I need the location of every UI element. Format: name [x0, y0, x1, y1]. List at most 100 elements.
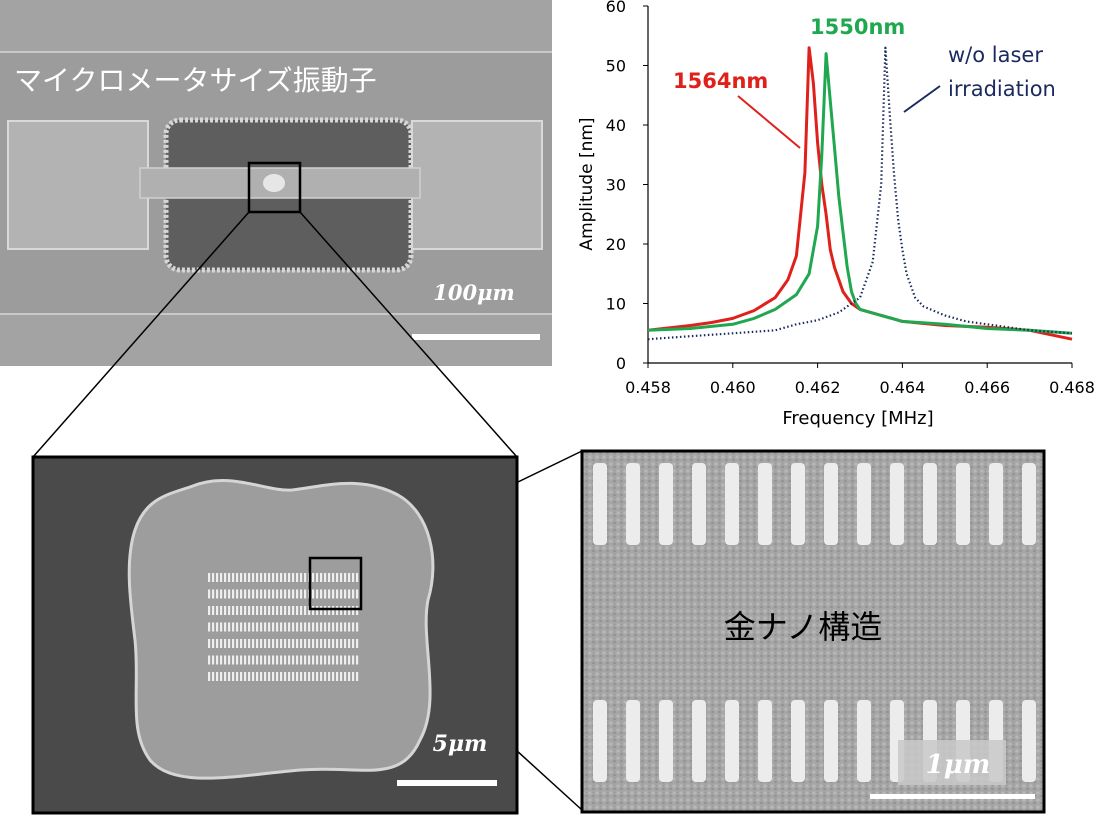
grating-bar — [252, 672, 255, 681]
grating-bar — [356, 606, 359, 615]
grating-bar — [256, 655, 259, 665]
left-pad — [7, 120, 149, 250]
grating-bar — [332, 639, 335, 648]
grating-bar — [212, 573, 215, 582]
grating-bar — [228, 606, 231, 615]
nano-bar-top — [989, 463, 1003, 545]
annotation-1550: 1550nm — [810, 15, 905, 39]
grating-bar — [336, 606, 339, 615]
grating-bar — [208, 589, 211, 599]
grating-bar — [288, 655, 291, 665]
grating-bar — [356, 589, 359, 599]
grating-bar — [304, 655, 307, 665]
zoom-box-2 — [308, 556, 363, 611]
grating-bar — [316, 573, 319, 582]
grating-bar — [248, 622, 251, 632]
grating-bar — [340, 589, 343, 599]
grating-bar — [256, 589, 259, 599]
grating-bar — [216, 622, 219, 632]
grating-bar — [316, 672, 319, 681]
grating-bar — [288, 606, 291, 615]
grating-bar — [236, 573, 239, 582]
grating-bar — [260, 655, 263, 665]
y-tick-label: 10 — [606, 295, 626, 314]
grating-bar — [332, 622, 335, 632]
grating-bar — [236, 589, 239, 599]
grating-bar — [244, 589, 247, 599]
grating-bar — [248, 672, 251, 681]
y-tick-label: 50 — [606, 57, 626, 76]
grating-bar — [284, 622, 287, 632]
grating-bar — [296, 589, 299, 599]
grating-bar — [216, 573, 219, 582]
grating-bar — [232, 622, 235, 632]
grating-bar — [220, 589, 223, 599]
grating-bar — [348, 622, 351, 632]
grating-bar — [276, 589, 279, 599]
grating-bar — [272, 573, 275, 582]
grating-bar — [272, 639, 275, 648]
grating-bar — [268, 589, 271, 599]
grating-bar — [344, 672, 347, 681]
grating-bar — [232, 573, 235, 582]
grating-bar — [212, 639, 215, 648]
grating-bar — [288, 639, 291, 648]
grating-bar — [236, 655, 239, 665]
grating-bar — [300, 573, 303, 582]
grating-bar — [244, 606, 247, 615]
zoom2-scale-label: 1μm — [926, 750, 991, 780]
grating-bar — [300, 589, 303, 599]
grating-bar — [300, 606, 303, 615]
grating-bar — [236, 639, 239, 648]
grating-bar — [328, 589, 331, 599]
grating-bar — [276, 639, 279, 648]
sem-zoom2-panel: 金ナノ構造 1μm — [580, 449, 1046, 814]
grating-bar — [256, 639, 259, 648]
grating-bar — [240, 655, 243, 665]
grating-bar — [312, 606, 315, 615]
grating-bar — [324, 573, 327, 582]
grating-bar — [304, 606, 307, 615]
nano-bar-bottom — [593, 700, 607, 782]
gold-nanostructures — [593, 463, 1036, 782]
grating-bar — [284, 589, 287, 599]
grating-bar — [260, 589, 263, 599]
grating-bar — [332, 655, 335, 665]
grating-bar — [240, 573, 243, 582]
series-line-2 — [647, 52, 1073, 335]
grating-bar — [328, 573, 331, 582]
grating-bar — [264, 639, 267, 648]
grating-bar — [344, 589, 347, 599]
grating-bar — [328, 606, 331, 615]
nano-bar-bottom — [824, 700, 838, 782]
grating-bar — [284, 573, 287, 582]
grating-bar — [276, 573, 279, 582]
grating-bar — [336, 622, 339, 632]
grating-bar — [304, 622, 307, 632]
x-tick-label: 0.466 — [964, 378, 1010, 397]
grating-bar — [312, 589, 315, 599]
grating-bar — [352, 639, 355, 648]
grating-bar — [292, 655, 295, 665]
grating-bar — [348, 573, 351, 582]
grating-bar — [320, 655, 323, 665]
grating-bar — [320, 589, 323, 599]
grating-bar — [288, 622, 291, 632]
grating-bar — [344, 622, 347, 632]
grating-bar — [340, 606, 343, 615]
grating-bar — [288, 672, 291, 681]
nano-bar-top — [593, 463, 607, 545]
grating-bar — [352, 606, 355, 615]
grating-bar — [208, 573, 211, 582]
nano-bar-bottom — [857, 700, 871, 782]
overview-scale-label: 100μm — [433, 280, 514, 305]
grating-bar — [324, 672, 327, 681]
grating-bar — [316, 589, 319, 599]
grating-bar — [320, 639, 323, 648]
grating-bar — [304, 672, 307, 681]
grating-bar — [276, 622, 279, 632]
grating-bar — [208, 655, 211, 665]
nano-bar-top — [956, 463, 970, 545]
grating-bar — [296, 639, 299, 648]
